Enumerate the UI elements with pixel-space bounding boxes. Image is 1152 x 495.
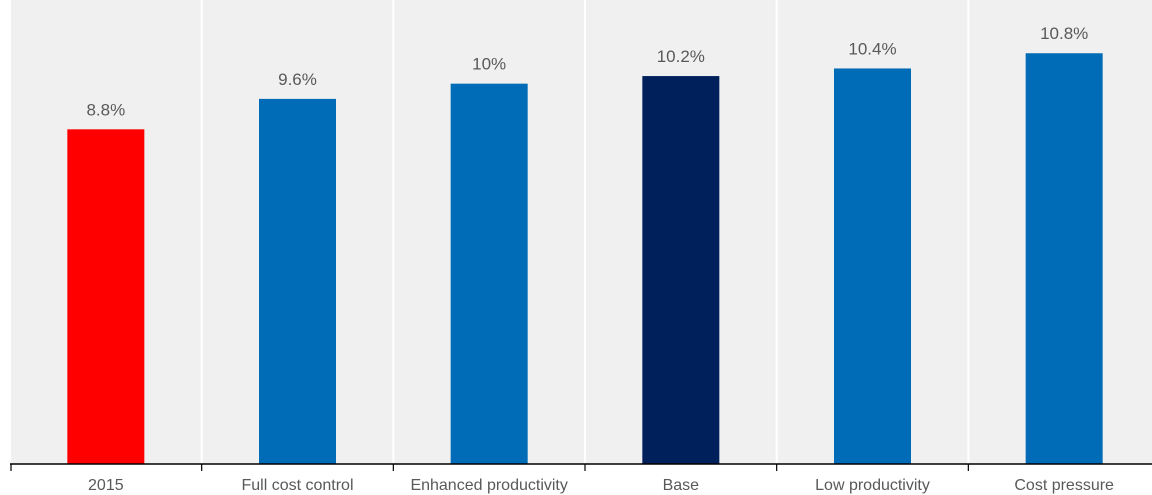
bar <box>450 83 528 465</box>
category-panels <box>11 0 1152 464</box>
value-label: 9.6% <box>278 70 317 89</box>
value-label: 10.8% <box>1040 24 1088 43</box>
x-axis-ticks <box>10 464 969 471</box>
value-label: 10.4% <box>848 39 896 58</box>
bar <box>1025 53 1103 464</box>
category-label: Enhanced productivity <box>410 477 567 494</box>
category-label: 2015 <box>88 477 124 494</box>
category-label: Low productivity <box>815 477 930 494</box>
bar <box>642 76 720 464</box>
value-label: 10.2% <box>657 47 705 66</box>
category-label: Base <box>663 477 700 494</box>
value-label: 8.8% <box>86 100 125 119</box>
value-label: 10% <box>472 55 506 74</box>
bar <box>67 129 145 465</box>
bar <box>259 98 336 464</box>
category-labels: 2015 Full cost control Enhanced productivi… <box>88 477 1114 494</box>
category-label: Cost pressure <box>1014 477 1114 494</box>
category-label: Full cost control <box>241 477 353 494</box>
value-labels: 8.8% 9.6% 10% 10.2% 10.4% 10.8% <box>86 24 1088 119</box>
bar <box>834 68 911 464</box>
bars <box>67 53 1103 465</box>
